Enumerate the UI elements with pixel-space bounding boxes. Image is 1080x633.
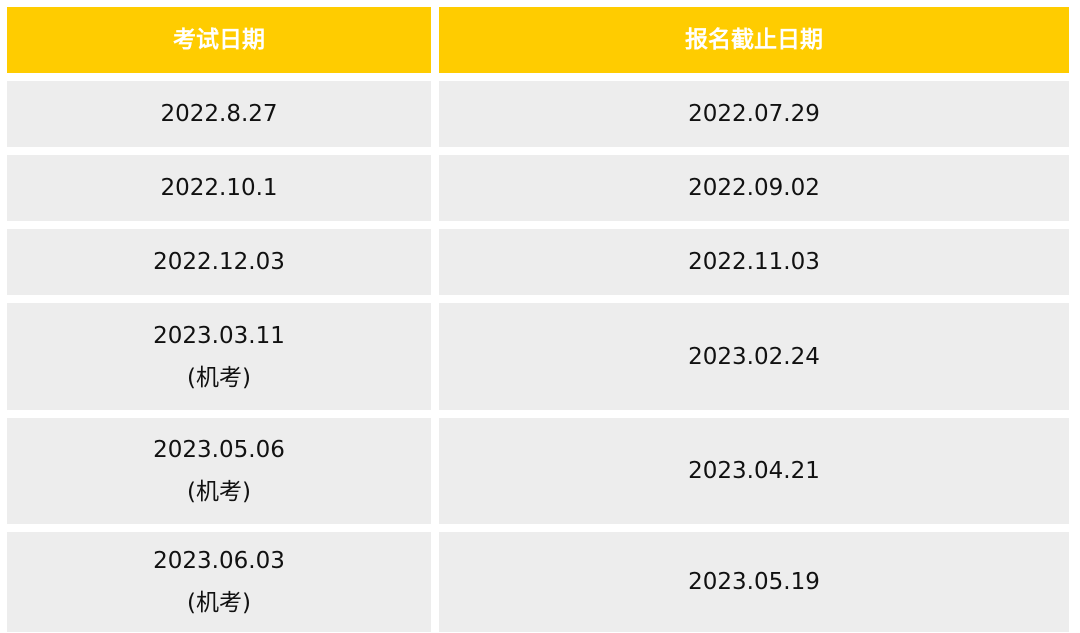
exam-date-cell: 2022.10.1 [7,155,431,221]
registration-deadline-cell: 2022.09.02 [439,155,1069,221]
exam-date: 2023.05.06 [153,437,285,463]
exam-mode-note: (机考) [187,364,251,391]
exam-date-cell: 2022.8.27 [7,81,431,147]
exam-date: 2023.06.03 [153,548,285,574]
header-exam-date: 考试日期 [7,7,431,73]
exam-mode-note: (机考) [187,479,251,505]
header-registration-deadline: 报名截止日期 [439,7,1069,73]
exam-date-cell: 2023.06.03 (机考) [7,532,431,632]
registration-deadline-cell: 2023.02.24 [439,303,1069,410]
exam-date: 2023.03.11 [153,322,285,349]
registration-deadline-cell: 2022.07.29 [439,81,1069,147]
exam-mode-note: (机考) [187,590,251,616]
registration-deadline-cell: 2022.11.03 [439,229,1069,295]
exam-date-cell: 2022.12.03 [7,229,431,295]
exam-date: 2022.10.1 [160,175,278,201]
exam-date: 2022.12.03 [153,249,285,275]
exam-date: 2022.8.27 [160,101,278,127]
exam-date-cell: 2023.05.06 (机考) [7,418,431,524]
registration-deadline-cell: 2023.04.21 [439,418,1069,524]
registration-deadline-cell: 2023.05.19 [439,532,1069,632]
exam-date-cell: 2023.03.11 (机考) [7,303,431,410]
